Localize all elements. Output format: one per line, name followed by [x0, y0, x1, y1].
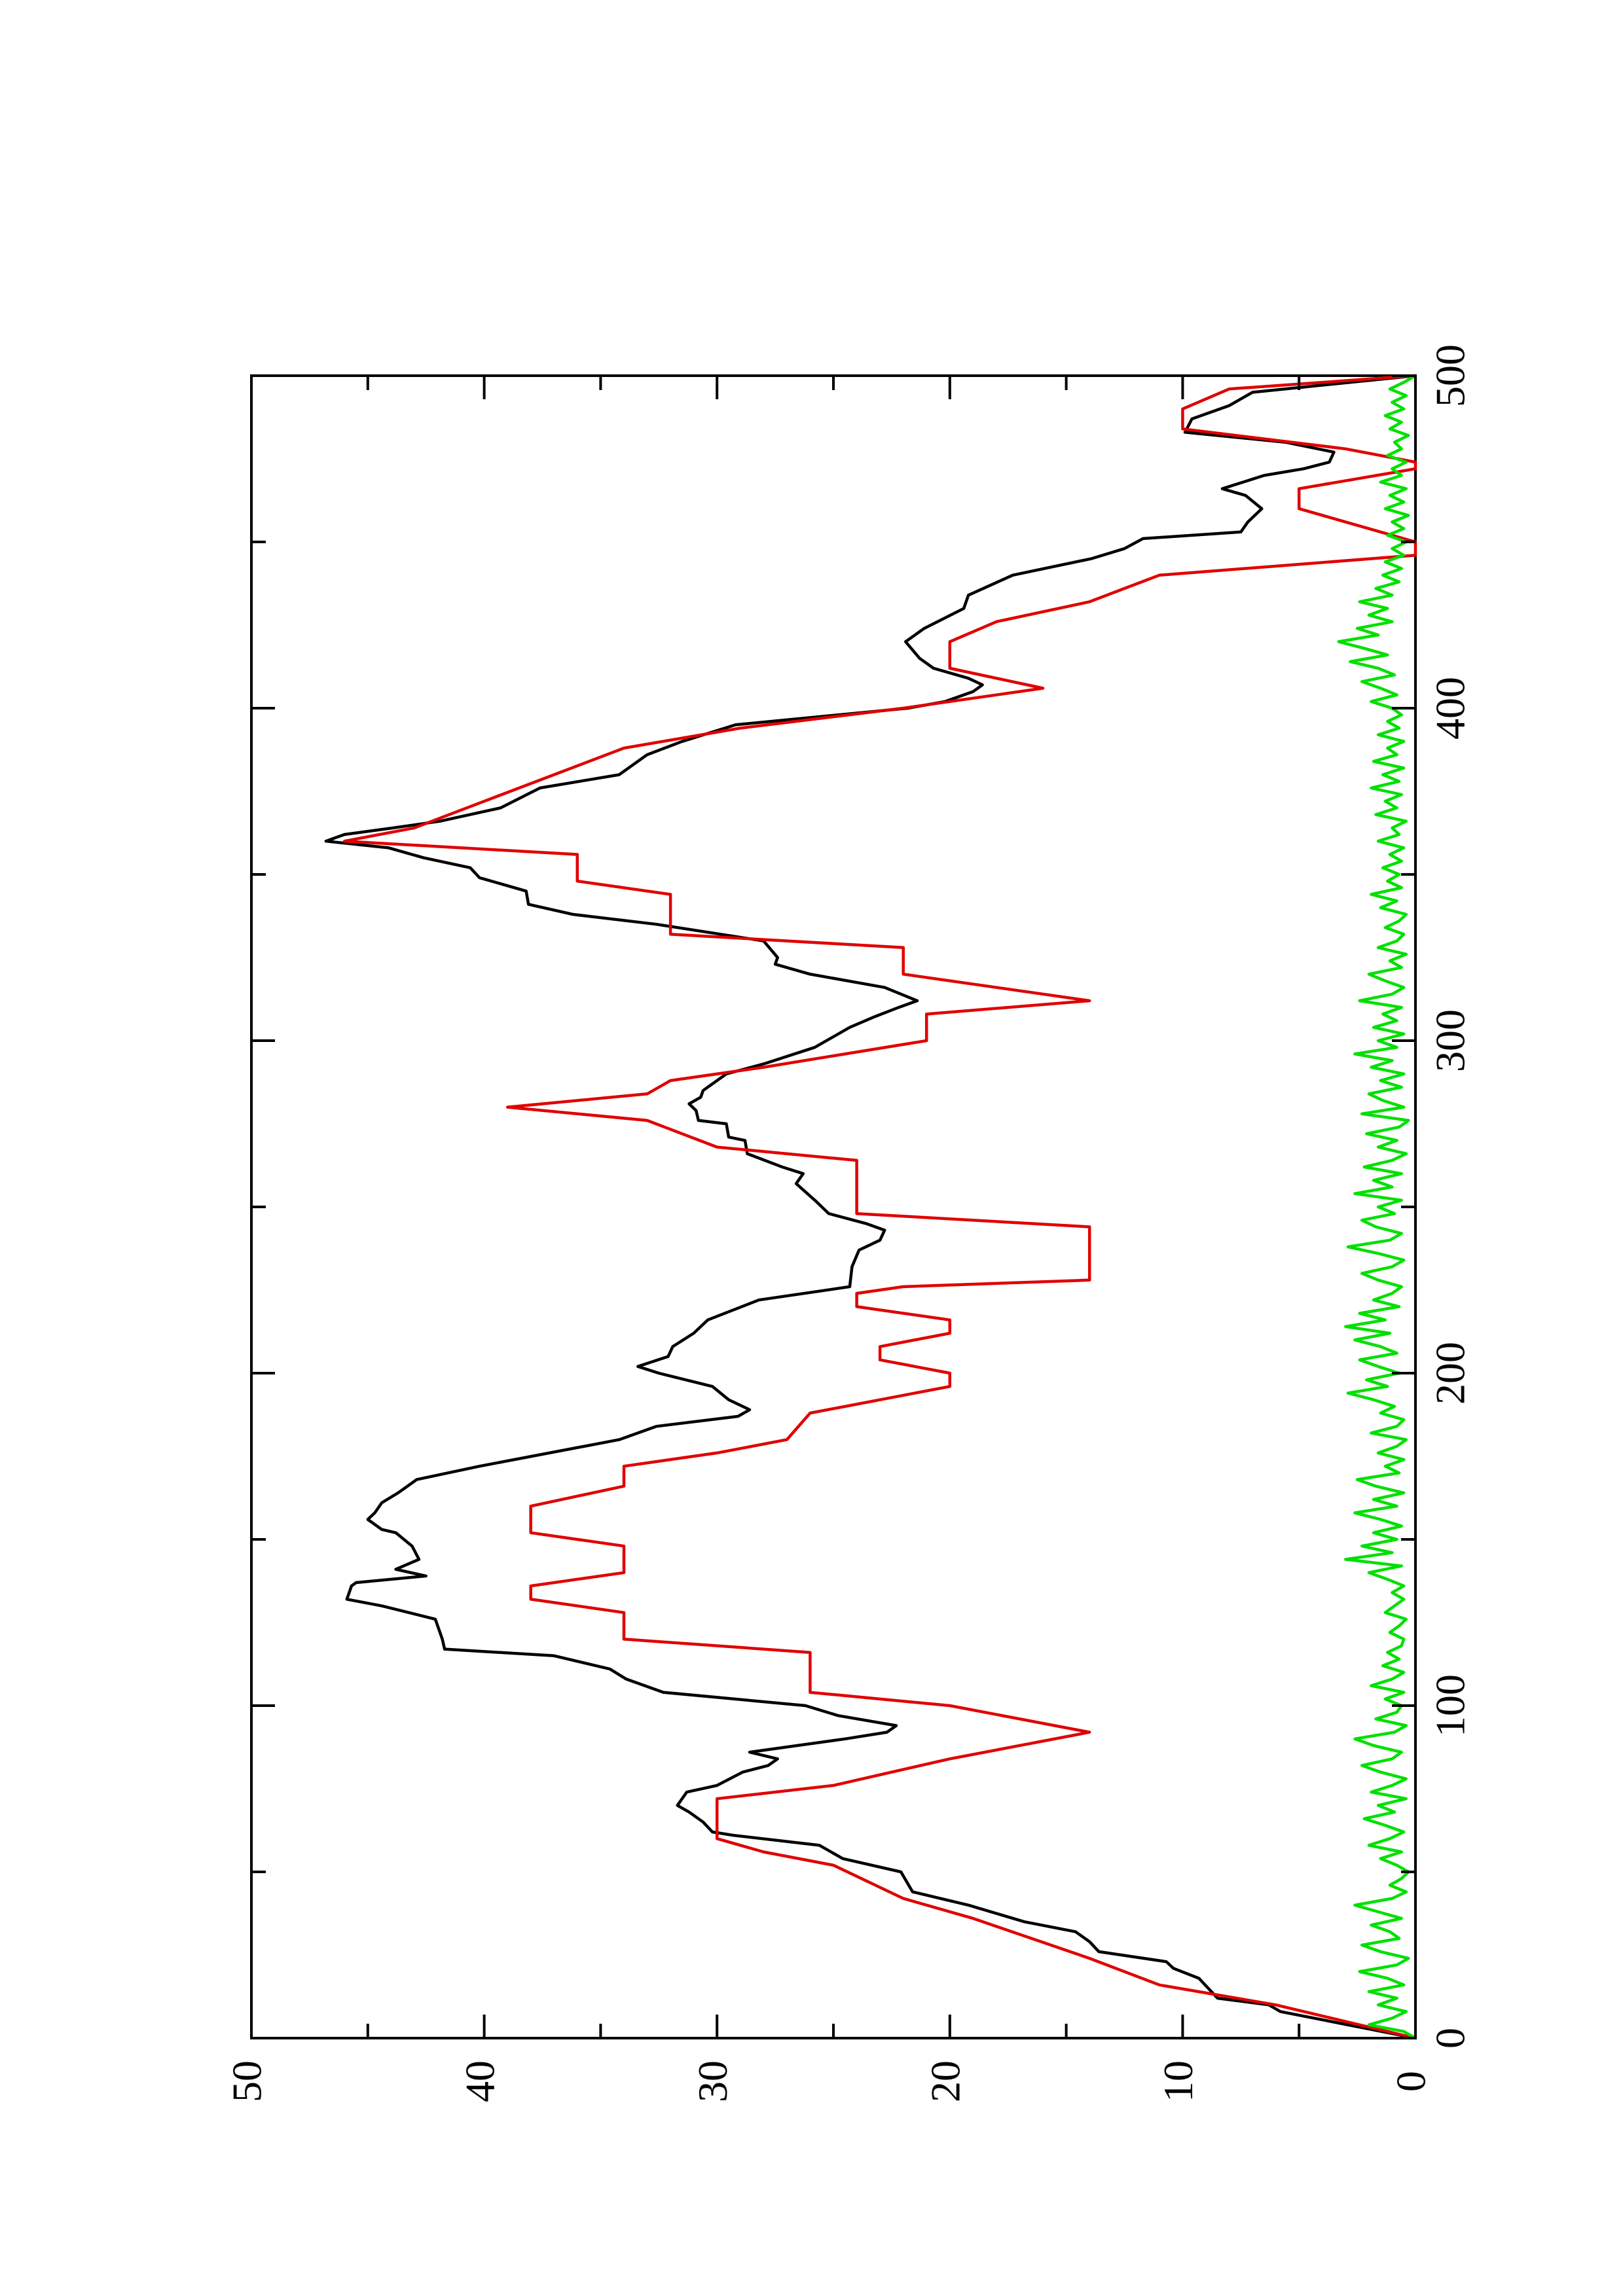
- y-tick-label: 0: [1388, 2071, 1434, 2092]
- tick-labels-group: 0 100 200 300 400 500 0 10 20 30 40 50: [224, 344, 1474, 2102]
- x-tick-label: 200: [1427, 1342, 1474, 1405]
- y-tick-label: 10: [1155, 2060, 1201, 2102]
- x-tick-label: 0: [1427, 2028, 1474, 2049]
- x-tick-label: 400: [1427, 677, 1474, 740]
- series-red-line: [342, 374, 1417, 2040]
- y-tick-label: 30: [689, 2060, 736, 2102]
- y-tick-label: 20: [922, 2060, 968, 2102]
- series-black-line: [324, 374, 1416, 2040]
- ticks-group: [250, 374, 1417, 2039]
- plot-frame: [250, 374, 1417, 2039]
- x-tick-label: 300: [1427, 1009, 1474, 1072]
- y-tick-label: 40: [456, 2060, 503, 2102]
- y-tick-label: 50: [224, 2060, 270, 2102]
- x-tick-label: 500: [1427, 344, 1474, 407]
- series-green-line: [1337, 374, 1417, 2039]
- x-tick-label: 100: [1427, 1674, 1474, 1737]
- series-group: [324, 374, 1417, 2040]
